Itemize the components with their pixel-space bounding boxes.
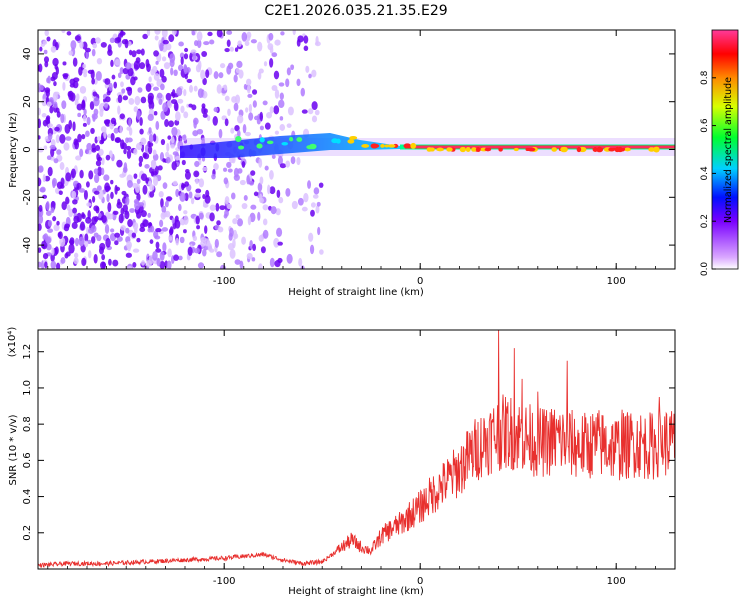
y-tick-label: 0 (22, 146, 33, 152)
colorbar: 0.0 0.2 0.4 0.6 0.8 Normalized spectral ampl… (700, 29, 739, 276)
y-tick-label: 1.0 (22, 380, 33, 396)
x-tick-label: 100 (607, 276, 626, 287)
y-tick-label: 0.4 (22, 489, 33, 505)
y-tick-label: -20 (22, 189, 33, 205)
colorbar-tick-label: 0.8 (700, 70, 710, 85)
snr-series-line (38, 330, 675, 569)
spectrogram-signal-band (180, 133, 675, 158)
colorbar-tick-label: 0.0 (700, 262, 710, 277)
x-tick-label: -100 (213, 576, 236, 587)
y-tick-label: -40 (22, 237, 33, 253)
x-tick-label: -100 (213, 276, 236, 287)
y-tick-label: 1.2 (22, 344, 33, 360)
y-tick-label: 40 (22, 48, 33, 61)
snr-y-label: SNR (10 * v/v) (8, 414, 19, 485)
spectrogram-panel: -100 0 100 -40 -20 0 20 40 Height of straight … (8, 29, 676, 298)
snr-x-axis: -100 0 100 (47, 330, 676, 587)
figure-title: C2E1.2026.035.21.35.E29 (264, 3, 447, 19)
snr-x-label: Height of straight line (km) (288, 586, 424, 597)
spectrogram-y-axis: -40 -20 0 20 40 (22, 48, 675, 253)
colorbar-tick-label: 0.2 (700, 214, 710, 228)
colorbar-gradient (711, 29, 739, 270)
snr-scale-note: (x10⁴) (7, 327, 18, 358)
colorbar-ticks: 0.0 0.2 0.4 0.6 0.8 (700, 70, 716, 276)
colorbar-tick-label: 0.4 (700, 166, 710, 181)
colorbar-label: Normalized spectral amplitude (723, 77, 734, 223)
y-tick-label: 0.6 (22, 452, 33, 468)
spectrogram-y-label: Frequency (Hz) (8, 112, 19, 188)
spectrogram-x-label: Height of straight line (km) (288, 287, 424, 298)
x-tick-label: 100 (607, 576, 626, 587)
colorbar-tick-label: 0.6 (700, 118, 710, 133)
spectrogram-noise-field (38, 30, 324, 269)
y-tick-label: 20 (22, 95, 33, 108)
snr-y-axis: 0.2 0.4 0.6 0.8 1.0 1.2 (22, 344, 675, 541)
spectrogram-x-axis: -100 0 100 (47, 30, 676, 287)
y-tick-label: 0.8 (22, 416, 33, 432)
x-tick-label: 0 (417, 576, 423, 587)
snr-panel: -100 0 100 0.2 0.4 0.6 0.8 1.0 1.2 Height of st… (7, 327, 676, 597)
spectrogram-hotspots (235, 135, 660, 153)
x-tick-label: 0 (417, 276, 423, 287)
y-tick-label: 0.2 (22, 525, 33, 541)
snr-frame (37, 329, 676, 570)
